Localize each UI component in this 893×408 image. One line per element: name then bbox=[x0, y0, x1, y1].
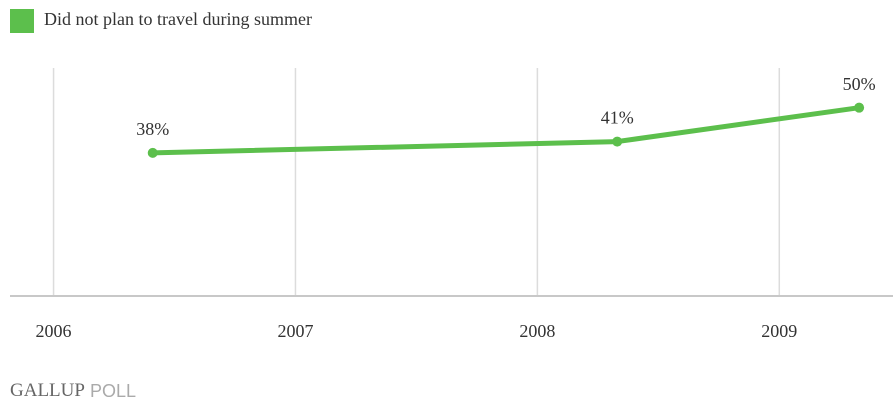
x-tick-label: 2006 bbox=[36, 321, 72, 341]
x-tick-label: 2009 bbox=[761, 321, 797, 341]
x-tick-label: 2007 bbox=[277, 321, 313, 341]
data-label: 50% bbox=[843, 74, 876, 94]
legend-swatch bbox=[10, 9, 34, 33]
data-point bbox=[612, 136, 623, 147]
data-label: 41% bbox=[601, 108, 634, 128]
data-point bbox=[854, 102, 865, 113]
source: GALLUP POLL bbox=[10, 380, 136, 401]
data-point bbox=[147, 147, 158, 158]
data-label: 38% bbox=[136, 119, 169, 139]
source-poll: POLL bbox=[85, 381, 136, 401]
x-tick-label: 2008 bbox=[519, 321, 555, 341]
legend-label: Did not plan to travel during summer bbox=[44, 9, 312, 29]
source-brand: GALLUP bbox=[10, 380, 85, 401]
series-line bbox=[150, 105, 862, 156]
